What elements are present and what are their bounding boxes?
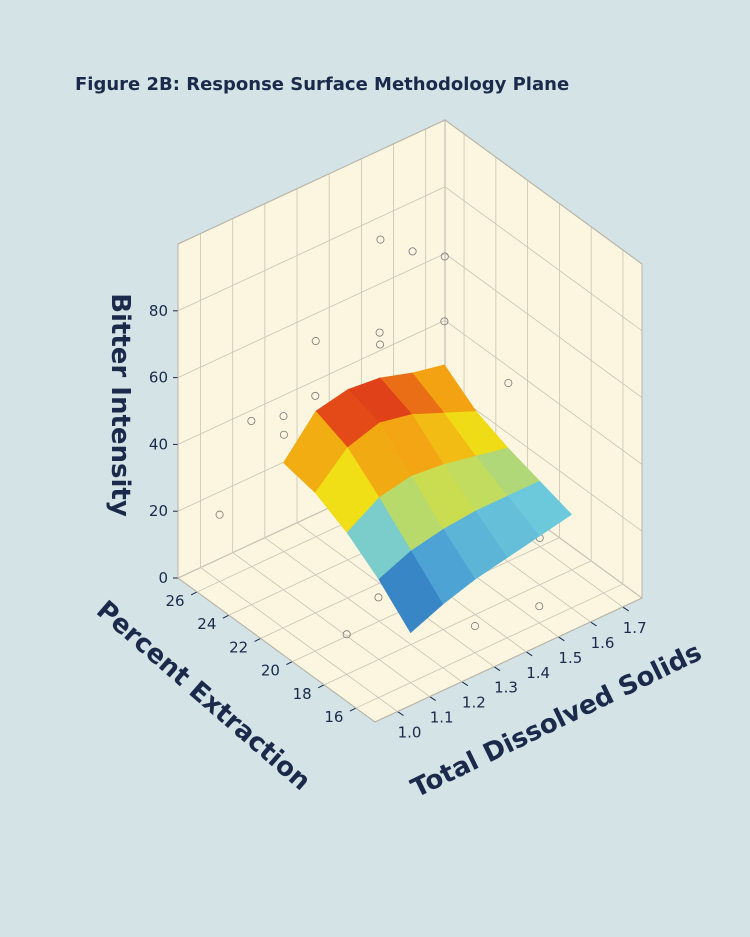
data-point: [279, 412, 288, 421]
y-tick: [286, 661, 293, 666]
z-tick-label: 60: [149, 369, 168, 387]
x-tick: [590, 621, 597, 627]
chart-title: Figure 2B: Response Surface Methodology …: [75, 74, 569, 95]
z-tick-label: 40: [149, 435, 168, 453]
x-tick-label: 1.2: [462, 694, 486, 712]
y-tick-label: 18: [293, 685, 312, 703]
y-tick-label: 20: [261, 662, 280, 680]
y-tick-label: 16: [324, 708, 343, 726]
data-point: [374, 593, 383, 602]
x-tick-label: 1.0: [398, 724, 422, 742]
box-edge: [444, 119, 643, 265]
grid-line: [323, 560, 592, 686]
data-point: [215, 510, 224, 519]
z-tick-label: 0: [158, 569, 168, 587]
data-point: [247, 417, 256, 426]
x-tick-label: 1.5: [558, 649, 582, 667]
y-tick: [254, 637, 261, 642]
plot-area: 1.0 1.1 1.2 1.3 1.4 1.5 1.6 1.7 16 18 20 22 24 26 0 20 4…: [149, 119, 647, 742]
x-tick: [622, 606, 629, 612]
x-tick: [525, 651, 533, 657]
grid-line: [444, 386, 643, 532]
y-tick: [222, 614, 230, 619]
grid-line: [232, 552, 430, 697]
grid-line: [177, 320, 446, 445]
data-point: [470, 622, 479, 631]
grid-line: [200, 567, 398, 712]
data-point: [376, 340, 385, 349]
grid-line: [177, 253, 446, 378]
y-tick: [349, 707, 357, 712]
grid-line: [264, 537, 463, 682]
grid-line: [444, 253, 643, 398]
x-tick-label: 1.7: [623, 619, 647, 637]
y-tick: [190, 591, 198, 596]
z-axis-title: Bitter Intensity: [105, 293, 135, 517]
data-point: [504, 379, 513, 388]
data-point: [375, 328, 384, 337]
x-tick: [461, 681, 469, 687]
x-tick: [558, 636, 565, 642]
box-edge: [374, 597, 643, 723]
z-tick-label: 80: [149, 302, 168, 320]
data-point: [279, 430, 288, 439]
y-tick-label: 26: [166, 592, 185, 610]
grid-line: [177, 186, 446, 312]
data-point: [311, 337, 320, 346]
data-point: [440, 252, 449, 261]
x-tick-label: 1.1: [430, 709, 454, 727]
data-point: [408, 247, 417, 256]
data-point: [440, 317, 449, 326]
x-tick-label: 1.3: [494, 679, 518, 697]
box-edge: [177, 577, 376, 723]
x-tick-label: 1.4: [526, 664, 550, 682]
grid-line: [355, 583, 624, 709]
data-point: [376, 235, 385, 244]
data-point: [535, 602, 544, 611]
x-tick: [493, 666, 501, 672]
y-tick: [317, 684, 325, 689]
grid-line: [444, 320, 643, 465]
x-tick: [397, 711, 404, 716]
x-tick: [429, 696, 436, 702]
data-point: [311, 391, 320, 400]
y-tick-label: 22: [229, 638, 248, 656]
x-tick-label: 1.6: [591, 634, 615, 652]
box-edge: [177, 119, 446, 245]
surface-patch: [378, 550, 444, 634]
grid-line: [444, 186, 643, 332]
z-tick-label: 20: [149, 502, 168, 520]
data-point: [342, 630, 351, 639]
y-tick-label: 24: [197, 615, 216, 633]
